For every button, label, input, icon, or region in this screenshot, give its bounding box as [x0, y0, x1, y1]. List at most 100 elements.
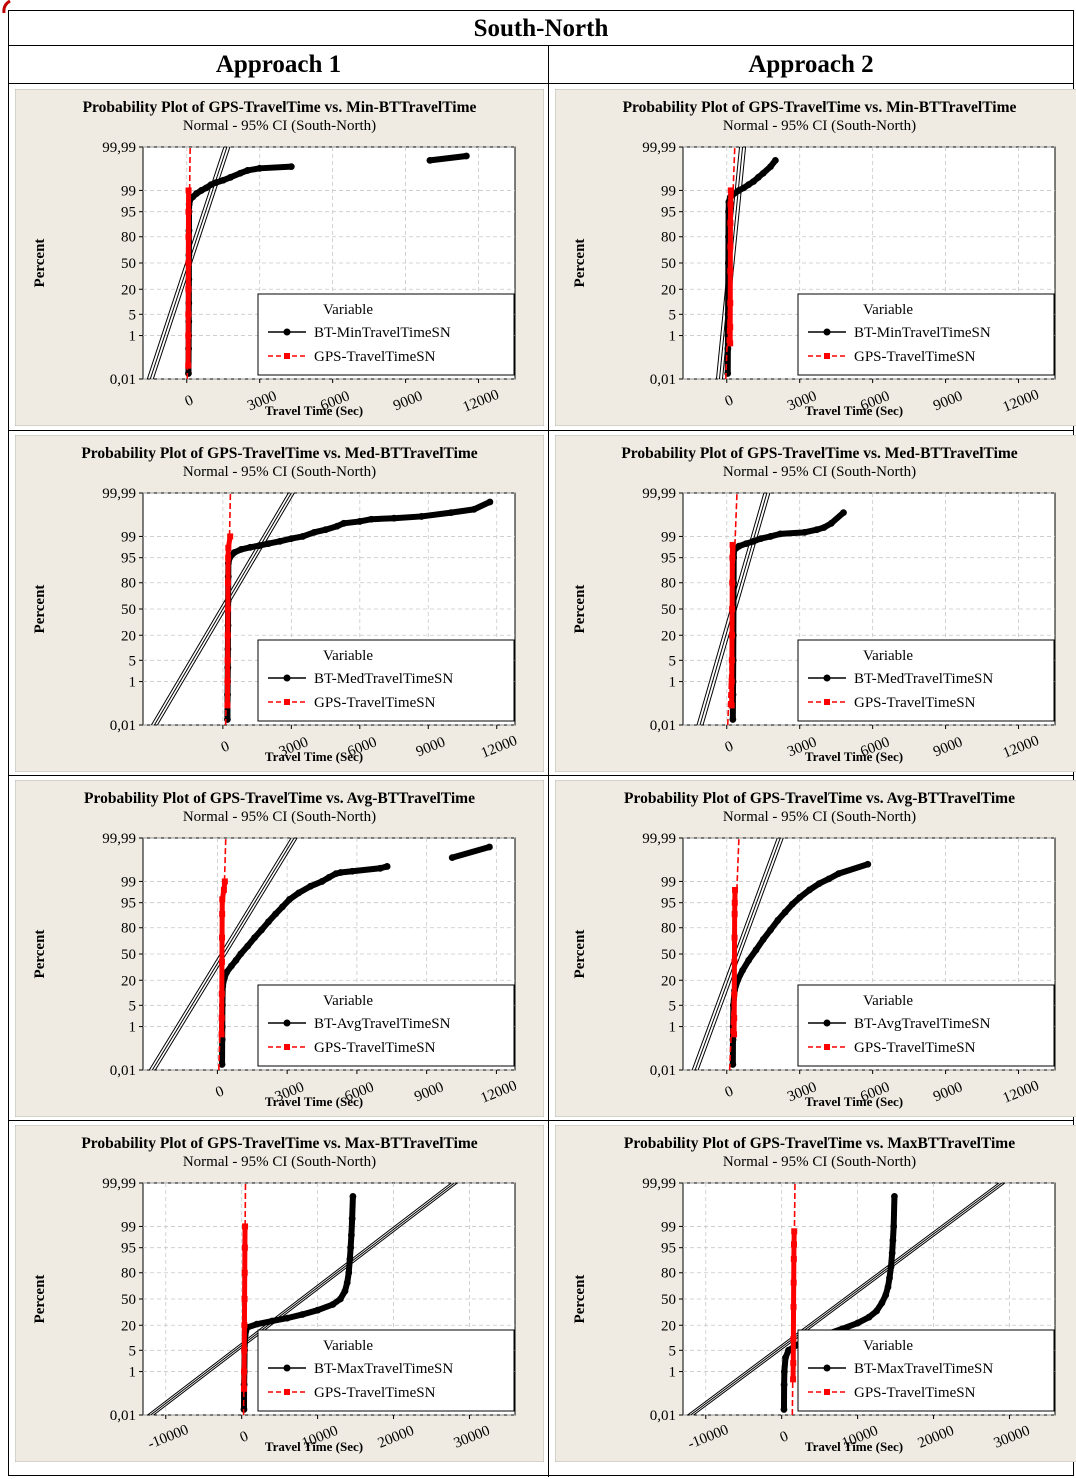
y-axis-label: Percent — [572, 239, 588, 288]
y-tick-label: 5 — [669, 653, 677, 669]
bt-data-point — [287, 535, 295, 542]
legend-title: Variable — [863, 1338, 913, 1354]
y-tick-label: 50 — [661, 947, 676, 963]
bt-data-point — [754, 173, 762, 181]
legend-entry-label: GPS-TravelTimeSN — [854, 349, 976, 365]
gps-data-point — [241, 1322, 248, 1329]
y-tick-label: 0,01 — [650, 1063, 676, 1079]
gps-data-point — [727, 267, 734, 274]
legend-title: Variable — [323, 1338, 373, 1354]
legend-box — [797, 293, 1055, 376]
y-tick-label: 80 — [661, 1266, 676, 1282]
plot-series-group — [150, 493, 494, 725]
bt-point-cluster — [349, 865, 384, 875]
y-tick-label: 95 — [661, 1241, 676, 1257]
gps-data-point — [732, 886, 739, 893]
probability-plot: Probability Plot of GPS-TravelTime vs. M… — [15, 89, 544, 426]
y-axis-label: Percent — [32, 239, 48, 288]
probability-plot: Probability Plot of GPS-TravelTime vs. M… — [15, 1125, 544, 1462]
gps-data-point — [728, 702, 735, 709]
legend-gps-marker — [824, 699, 830, 705]
plot-series-group — [715, 147, 779, 379]
y-tick-label: 95 — [661, 896, 676, 912]
chart-subtitle: Normal - 95% CI (South-North) — [723, 1154, 916, 1170]
bt-data-point — [780, 1381, 788, 1389]
gps-data-point — [240, 1385, 247, 1392]
y-tick-label: 0,01 — [110, 1408, 136, 1424]
legend-title: Variable — [323, 302, 373, 318]
corner-bracket-mark — [2, 0, 11, 14]
bt-data-point — [750, 178, 757, 185]
column-header-approach-2: Approach 2 — [748, 51, 874, 78]
bt-data-point — [470, 505, 478, 513]
chart-min-approach-2: Probability Plot of GPS-TravelTime vs. M… — [555, 89, 1076, 426]
legend-bt-marker — [283, 1019, 291, 1027]
legend-box — [257, 639, 515, 722]
bt-data-point — [813, 526, 821, 534]
chart-max-approach-2: Probability Plot of GPS-TravelTime vs. M… — [555, 1125, 1076, 1462]
bt-data-point — [253, 1320, 261, 1328]
y-axis-label: Percent — [572, 930, 588, 979]
bt-data-point — [227, 173, 234, 181]
bt-data-point — [759, 936, 767, 943]
gps-data-point — [241, 1244, 248, 1251]
bt-data-point — [742, 540, 750, 547]
chart-title: Probability Plot of GPS-TravelTime vs. A… — [624, 790, 1015, 807]
y-tick-label: 1 — [129, 675, 137, 691]
chart-title: Probability Plot of GPS-TravelTime vs. M… — [621, 445, 1017, 462]
gps-data-point — [218, 958, 225, 965]
bt-data-point — [272, 910, 279, 918]
bt-point-cluster — [349, 1193, 356, 1222]
bt-data-point — [815, 880, 823, 887]
bt-data-point — [767, 533, 774, 540]
chart-title: Probability Plot of GPS-TravelTime vs. M… — [83, 99, 477, 116]
gps-data-point — [225, 544, 232, 551]
legend-title: Variable — [863, 648, 913, 664]
y-tick-label: 5 — [669, 1343, 677, 1359]
bt-data-point — [345, 1269, 353, 1277]
bt-data-point — [383, 863, 391, 870]
y-tick-label: 50 — [121, 602, 136, 618]
y-tick-label: 95 — [661, 551, 676, 567]
bt-point-cluster — [418, 509, 455, 520]
legend-entry-label: GPS-TravelTimeSN — [854, 1040, 976, 1056]
gps-data-point — [185, 362, 192, 369]
bt-data-point — [276, 537, 284, 545]
bt-point-cluster — [368, 515, 398, 523]
bt-data-point — [265, 540, 272, 547]
gps-data-point — [790, 1303, 797, 1310]
y-tick-label: 99,99 — [642, 831, 676, 847]
gps-data-point — [731, 1015, 738, 1022]
gps-data-point — [727, 340, 734, 347]
bt-data-point — [757, 535, 765, 542]
y-tick-label: 20 — [661, 1318, 676, 1334]
bt-data-point — [295, 889, 303, 897]
bt-data-point — [287, 163, 295, 171]
legend-box — [257, 1329, 515, 1412]
legend-entry-label: GPS-TravelTimeSN — [314, 349, 436, 365]
gps-fit-line — [724, 147, 736, 379]
gps-data-point — [219, 896, 226, 903]
bt-data-point — [735, 542, 743, 550]
y-tick-label: 99 — [661, 1219, 676, 1235]
legend-box — [797, 984, 1055, 1067]
y-tick-label: 99 — [121, 874, 136, 890]
x-axis-label: Travel Time (Sec) — [805, 403, 903, 418]
y-tick-label: 20 — [661, 628, 676, 644]
gps-data-point — [728, 632, 735, 639]
plot-series-group — [691, 838, 872, 1070]
gps-data-point — [185, 187, 192, 194]
bt-data-point — [780, 1368, 788, 1375]
bt-data-point — [244, 167, 251, 174]
bt-point-cluster — [256, 163, 295, 172]
gps-data-point — [727, 187, 734, 194]
bt-data-point — [486, 498, 494, 506]
bt-data-point — [227, 962, 235, 970]
bt-fit-line — [150, 1183, 455, 1415]
legend-title: Variable — [863, 993, 913, 1009]
y-tick-label: 80 — [121, 576, 136, 592]
bt-data-point — [333, 522, 341, 530]
chart-subtitle: Normal - 95% CI (South-North) — [183, 118, 376, 134]
gps-data-point — [790, 1335, 797, 1342]
legend-entry-label: GPS-TravelTimeSN — [854, 1385, 976, 1401]
